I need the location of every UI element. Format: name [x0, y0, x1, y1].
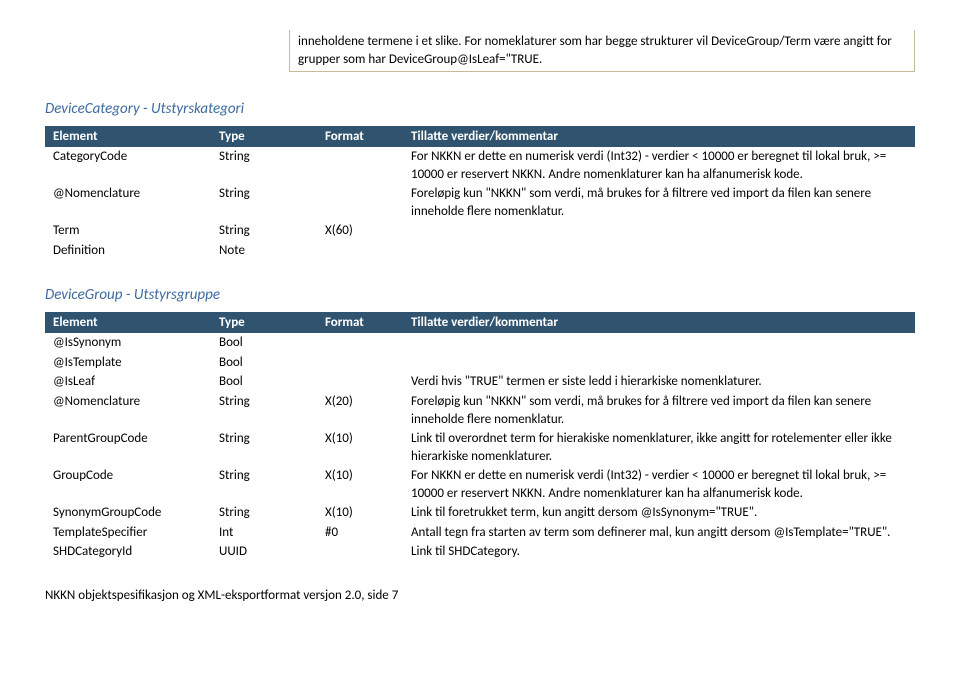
cell-element: @Nomenclature: [45, 392, 211, 429]
cell-comment: Foreløpig kun "NKKN" som verdi, må bruke…: [403, 184, 915, 221]
cell-comment: Antall tegn fra starten av term som defi…: [403, 523, 915, 543]
table-row: CategoryCode String For NKKN er dette en…: [45, 147, 915, 184]
cell-comment: [403, 333, 915, 353]
cell-element: @IsSynonym: [45, 333, 211, 353]
cell-format: X(10): [317, 466, 403, 503]
cell-comment: [403, 221, 915, 241]
table-devicegroup: Element Type Format Tillatte verdier/kom…: [45, 312, 915, 562]
section-title-devicegroup: DeviceGroup - Utstyrsgruppe: [45, 286, 915, 304]
table-row: @IsTemplate Bool: [45, 353, 915, 373]
cell-format: [317, 333, 403, 353]
cell-comment: Foreløpig kun "NKKN" som verdi, må bruke…: [403, 392, 915, 429]
cell-element: GroupCode: [45, 466, 211, 503]
table-row: SHDCategoryId UUID Link til SHDCategory.: [45, 542, 915, 562]
cell-format: X(60): [317, 221, 403, 241]
intro-note: inneholdene termene i et slike. For nome…: [289, 30, 915, 72]
section-title-devicecategory: DeviceCategory - Utstyrskategori: [45, 100, 915, 118]
cell-type: String: [211, 466, 317, 503]
cell-comment: Link til SHDCategory.: [403, 542, 915, 562]
page-footer: NKKN objektspesifikasjon og XML-eksportf…: [45, 588, 915, 603]
cell-format: X(10): [317, 503, 403, 523]
col-element: Element: [45, 312, 211, 333]
cell-format: [317, 147, 403, 184]
cell-comment: For NKKN er dette en numerisk verdi (Int…: [403, 466, 915, 503]
cell-type: Bool: [211, 353, 317, 373]
cell-comment: Verdi hvis "TRUE" termen er siste ledd i…: [403, 372, 915, 392]
table-row: GroupCode String X(10) For NKKN er dette…: [45, 466, 915, 503]
cell-element: Definition: [45, 241, 211, 261]
cell-type: String: [211, 392, 317, 429]
cell-type: String: [211, 147, 317, 184]
table-row: Definition Note: [45, 241, 915, 261]
table-row: SynonymGroupCode String X(10) Link til f…: [45, 503, 915, 523]
cell-type: UUID: [211, 542, 317, 562]
cell-element: @Nomenclature: [45, 184, 211, 221]
cell-element: @IsLeaf: [45, 372, 211, 392]
cell-element: @IsTemplate: [45, 353, 211, 373]
cell-comment: Link til foretrukket term, kun angitt de…: [403, 503, 915, 523]
cell-format: [317, 542, 403, 562]
cell-type: String: [211, 429, 317, 466]
table-row: @IsLeaf Bool Verdi hvis "TRUE" termen er…: [45, 372, 915, 392]
cell-element: TemplateSpecifier: [45, 523, 211, 543]
cell-type: String: [211, 221, 317, 241]
cell-type: Int: [211, 523, 317, 543]
cell-format: [317, 241, 403, 261]
cell-type: Note: [211, 241, 317, 261]
table-header-row: Element Type Format Tillatte verdier/kom…: [45, 126, 915, 147]
col-format: Format: [317, 126, 403, 147]
col-comment: Tillatte verdier/kommentar: [403, 126, 915, 147]
cell-element: SHDCategoryId: [45, 542, 211, 562]
cell-format: [317, 353, 403, 373]
cell-element: SynonymGroupCode: [45, 503, 211, 523]
cell-element: CategoryCode: [45, 147, 211, 184]
cell-comment: For NKKN er dette en numerisk verdi (Int…: [403, 147, 915, 184]
col-element: Element: [45, 126, 211, 147]
col-type: Type: [211, 126, 317, 147]
cell-format: X(10): [317, 429, 403, 466]
table-row: TemplateSpecifier Int #0 Antall tegn fra…: [45, 523, 915, 543]
col-format: Format: [317, 312, 403, 333]
cell-comment: [403, 241, 915, 261]
cell-comment: Link til overordnet term for hierakiske …: [403, 429, 915, 466]
table-row: @IsSynonym Bool: [45, 333, 915, 353]
cell-format: X(20): [317, 392, 403, 429]
cell-format: [317, 372, 403, 392]
table-row: ParentGroupCode String X(10) Link til ov…: [45, 429, 915, 466]
col-type: Type: [211, 312, 317, 333]
table-row: Term String X(60): [45, 221, 915, 241]
cell-element: Term: [45, 221, 211, 241]
table-devicecategory: Element Type Format Tillatte verdier/kom…: [45, 126, 915, 260]
cell-type: Bool: [211, 372, 317, 392]
cell-comment: [403, 353, 915, 373]
cell-type: String: [211, 184, 317, 221]
table-row: @Nomenclature String Foreløpig kun "NKKN…: [45, 184, 915, 221]
cell-format: #0: [317, 523, 403, 543]
table-row: @Nomenclature String X(20) Foreløpig kun…: [45, 392, 915, 429]
cell-format: [317, 184, 403, 221]
col-comment: Tillatte verdier/kommentar: [403, 312, 915, 333]
cell-type: String: [211, 503, 317, 523]
cell-element: ParentGroupCode: [45, 429, 211, 466]
cell-type: Bool: [211, 333, 317, 353]
table-header-row: Element Type Format Tillatte verdier/kom…: [45, 312, 915, 333]
